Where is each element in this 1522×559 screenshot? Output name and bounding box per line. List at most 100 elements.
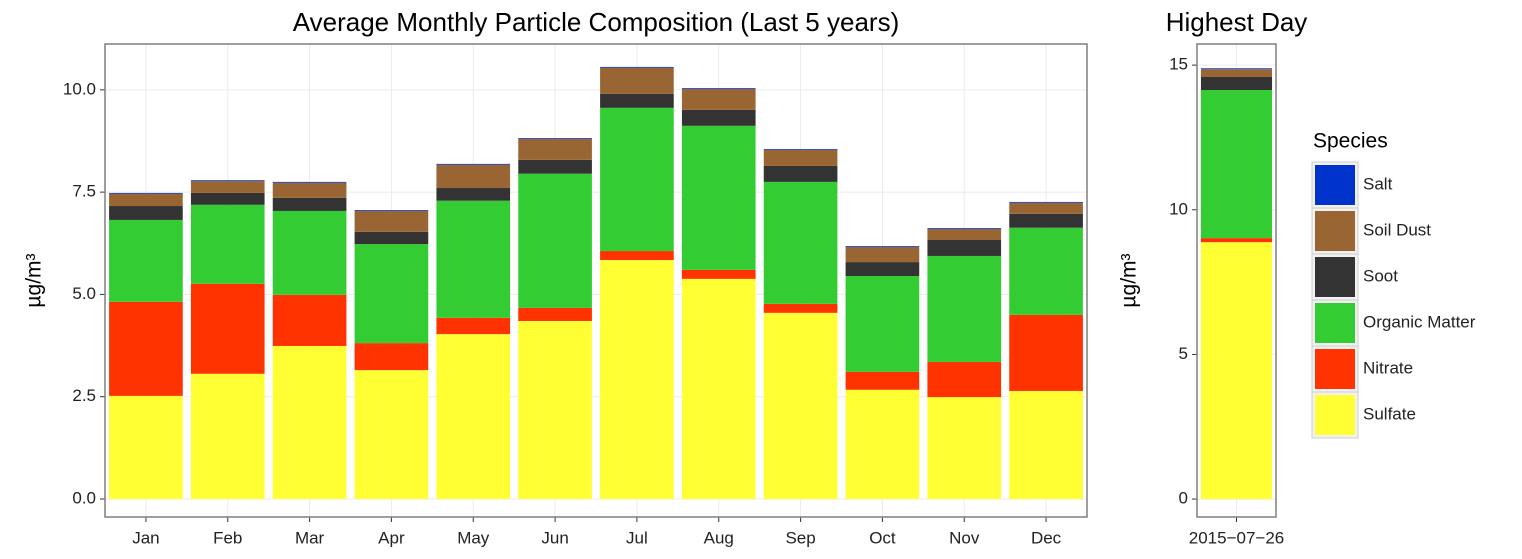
legend-swatch [1315, 257, 1355, 297]
bar-segment [190, 192, 265, 205]
bar-segment [927, 228, 1002, 229]
y-tick-label: 2.5 [72, 386, 96, 405]
legend-label: Organic Matter [1363, 312, 1476, 331]
x-tick-label: Oct [869, 528, 896, 547]
bar-segment [190, 283, 265, 374]
x-tick-label: Feb [213, 528, 242, 547]
x-tick-label: Jan [132, 528, 159, 547]
bar-segment [845, 262, 920, 276]
bar-segment [1009, 213, 1083, 228]
bar-segment [436, 163, 511, 165]
bar-segment [681, 278, 756, 499]
bar-segment [109, 206, 183, 220]
bar-segment [436, 164, 511, 189]
y-axis-label: µg/m³ [1118, 253, 1141, 307]
bar-segment [763, 165, 838, 182]
bar-segment [436, 188, 511, 201]
y-tick-label: 0.0 [72, 488, 96, 507]
bar-segment [845, 275, 920, 372]
bar-segment [681, 88, 756, 90]
bar-segment [518, 138, 592, 139]
bar-segment [681, 269, 756, 279]
bar-segment [1009, 390, 1083, 499]
legend-swatch [1315, 303, 1355, 343]
y-tick-label: 5 [1179, 344, 1188, 363]
bar-segment [109, 395, 183, 499]
bar-segment [518, 138, 592, 160]
bar-segment [1200, 69, 1273, 77]
bar-segment [681, 109, 756, 126]
legend-label: Salt [1363, 174, 1393, 193]
bar-segment [600, 93, 674, 108]
bar-segment [1200, 89, 1273, 239]
y-axis-label: µg/m³ [23, 253, 46, 307]
bar-segment [763, 149, 838, 150]
bar-segment [436, 317, 511, 335]
bar-segment [1200, 76, 1273, 90]
x-tick-label: Dec [1031, 528, 1062, 547]
bar-segment [190, 181, 265, 193]
bar-segment [518, 307, 592, 322]
bar-segment [681, 125, 756, 270]
y-tick-label: 10 [1169, 199, 1188, 218]
bar-segment [763, 181, 838, 304]
x-tick-label: Jun [541, 528, 568, 547]
legend-label: Nitrate [1363, 358, 1413, 377]
bar-segment [190, 373, 265, 499]
bar-segment [845, 371, 920, 390]
bar-segment [927, 255, 1002, 362]
x-tick-label: Mar [295, 528, 325, 547]
y-tick-label: 7.5 [72, 182, 96, 201]
bar-segment [272, 294, 347, 346]
bar-segment [354, 231, 429, 245]
bar-segment [845, 389, 920, 499]
bar-segment [190, 180, 265, 182]
bar-segment [109, 301, 183, 396]
bar-segment [1200, 238, 1273, 243]
plot-border [1196, 43, 1277, 518]
bar-segment [600, 67, 674, 94]
chart-title: Average Monthly Particle Composition (La… [293, 7, 899, 37]
x-tick-label: Apr [378, 528, 405, 547]
bar-segment [436, 200, 511, 318]
bar-segment [1009, 227, 1083, 315]
bar-segment [518, 321, 592, 499]
bar-segment [1009, 202, 1083, 214]
y-tick-label: 10.0 [63, 79, 96, 98]
x-tick-label: Nov [949, 528, 980, 547]
x-tick-label: Sep [785, 528, 815, 547]
bar-segment [681, 89, 756, 110]
bar-segment [763, 303, 838, 313]
bar-segment [109, 193, 183, 207]
bar-segment [927, 397, 1002, 499]
x-tick-label: Jul [626, 528, 648, 547]
bar-segment [354, 343, 429, 371]
bar-segment [927, 239, 1002, 256]
bar-segment [518, 159, 592, 174]
bar-segment [272, 345, 347, 499]
y-tick-label: 5.0 [72, 284, 96, 303]
legend-swatch [1315, 165, 1355, 205]
bar-segment [190, 204, 265, 284]
bar-segment [845, 246, 920, 263]
legend-label: Soil Dust [1363, 220, 1431, 239]
bar-segment [109, 219, 183, 302]
legend-title: Species [1313, 130, 1388, 153]
bar-segment [354, 210, 429, 232]
legend-swatch [1315, 349, 1355, 389]
bar-segment [1200, 68, 1273, 70]
y-tick-label: 0 [1179, 489, 1188, 508]
bar-segment [845, 246, 920, 247]
bar-segment [272, 182, 347, 198]
bar-segment [600, 260, 674, 499]
bar-segment [272, 197, 347, 211]
bar-segment [518, 173, 592, 308]
bar-segment [436, 334, 511, 499]
bar-segment [763, 149, 838, 166]
plot-border [104, 43, 1088, 518]
bar-segment [600, 66, 674, 68]
bar-segment [1009, 314, 1083, 391]
bar-segment [109, 192, 183, 194]
x-tick-label: Aug [704, 528, 734, 547]
legend-swatch [1315, 395, 1355, 435]
